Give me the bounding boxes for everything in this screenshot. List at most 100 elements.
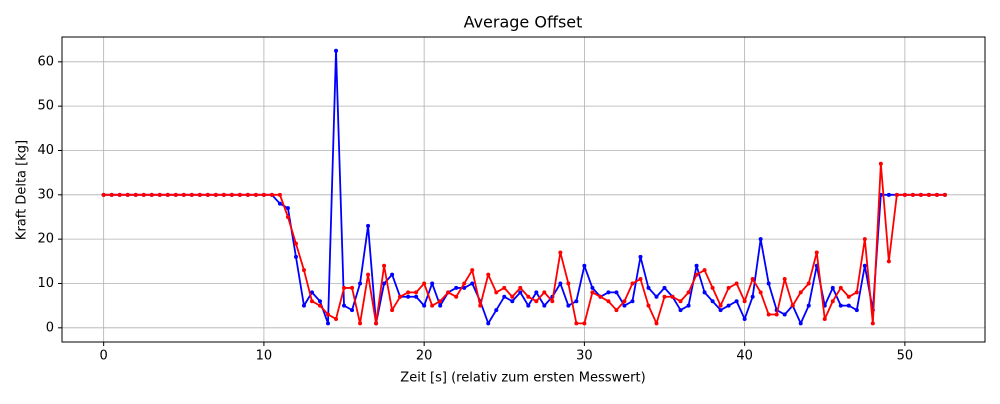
y-tick-label: 50 — [37, 99, 54, 114]
data-point — [710, 299, 715, 304]
data-point — [758, 290, 763, 295]
data-point — [750, 294, 755, 299]
data-point — [838, 303, 843, 308]
data-point — [646, 303, 651, 308]
data-point — [133, 192, 138, 197]
data-point — [886, 259, 891, 264]
data-point — [798, 321, 803, 326]
data-point — [534, 299, 539, 304]
data-point — [478, 303, 483, 308]
data-point — [622, 299, 627, 304]
data-point — [694, 272, 699, 277]
y-tick-label: 40 — [37, 143, 54, 158]
data-point — [414, 294, 419, 299]
x-tick-label: 40 — [736, 349, 753, 364]
data-point — [277, 201, 282, 206]
data-point — [726, 303, 731, 308]
data-point — [926, 192, 931, 197]
data-point — [334, 316, 339, 321]
data-point — [350, 308, 355, 313]
data-point — [261, 192, 266, 197]
data-point — [502, 285, 507, 290]
data-point — [846, 303, 851, 308]
data-point — [358, 281, 363, 286]
data-point — [382, 263, 387, 268]
data-point — [630, 281, 635, 286]
data-point — [181, 192, 186, 197]
data-point — [766, 281, 771, 286]
data-point — [277, 192, 282, 197]
data-point — [574, 299, 579, 304]
data-point — [237, 192, 242, 197]
data-point — [414, 290, 419, 295]
data-point — [582, 263, 587, 268]
data-point — [526, 294, 531, 299]
data-point — [245, 192, 250, 197]
data-point — [638, 277, 643, 282]
data-point — [614, 290, 619, 295]
data-point — [406, 294, 411, 299]
data-point — [422, 303, 427, 308]
data-point — [301, 268, 306, 273]
data-point — [149, 192, 154, 197]
data-point — [301, 303, 306, 308]
data-point — [502, 294, 507, 299]
data-point — [309, 299, 314, 304]
data-point — [382, 281, 387, 286]
data-point — [285, 214, 290, 219]
data-point — [774, 312, 779, 317]
data-point — [742, 316, 747, 321]
data-point — [430, 303, 435, 308]
y-tick-label: 60 — [37, 54, 54, 69]
data-point — [518, 290, 523, 295]
data-point — [678, 308, 683, 313]
data-point — [718, 308, 723, 313]
data-point — [438, 303, 443, 308]
data-point — [814, 250, 819, 255]
data-point — [269, 192, 274, 197]
data-point — [317, 299, 322, 304]
data-point — [486, 272, 491, 277]
data-point — [221, 192, 226, 197]
data-point — [390, 308, 395, 313]
y-tick-label: 0 — [46, 320, 54, 335]
data-point — [542, 303, 547, 308]
data-point — [494, 290, 499, 295]
y-tick-label: 10 — [37, 276, 54, 291]
data-point — [942, 192, 947, 197]
data-point — [934, 192, 939, 197]
data-point — [782, 312, 787, 317]
data-point — [326, 312, 331, 317]
data-point — [197, 192, 202, 197]
data-point — [686, 303, 691, 308]
data-point — [886, 192, 891, 197]
series-line — [103, 162, 945, 325]
y-tick-label: 20 — [37, 232, 54, 247]
data-point — [854, 308, 859, 313]
data-point — [598, 294, 603, 299]
data-point — [766, 312, 771, 317]
x-axis-label: Zeit [s] (relativ zum ersten Messwert) — [400, 371, 645, 386]
data-point — [702, 268, 707, 273]
data-point — [862, 263, 867, 268]
data-point — [838, 285, 843, 290]
data-point — [350, 285, 355, 290]
data-point — [526, 303, 531, 308]
data-point — [798, 290, 803, 295]
data-point — [374, 321, 379, 326]
data-point — [438, 299, 443, 304]
data-point — [830, 285, 835, 290]
data-point — [398, 294, 403, 299]
data-point — [894, 192, 899, 197]
data-point — [862, 237, 867, 242]
data-point — [734, 281, 739, 286]
data-point — [790, 303, 795, 308]
series-line — [103, 49, 945, 325]
data-point — [542, 290, 547, 295]
data-point — [454, 294, 459, 299]
x-tick-label: 0 — [100, 349, 108, 364]
data-point — [109, 192, 114, 197]
data-point — [558, 281, 563, 286]
